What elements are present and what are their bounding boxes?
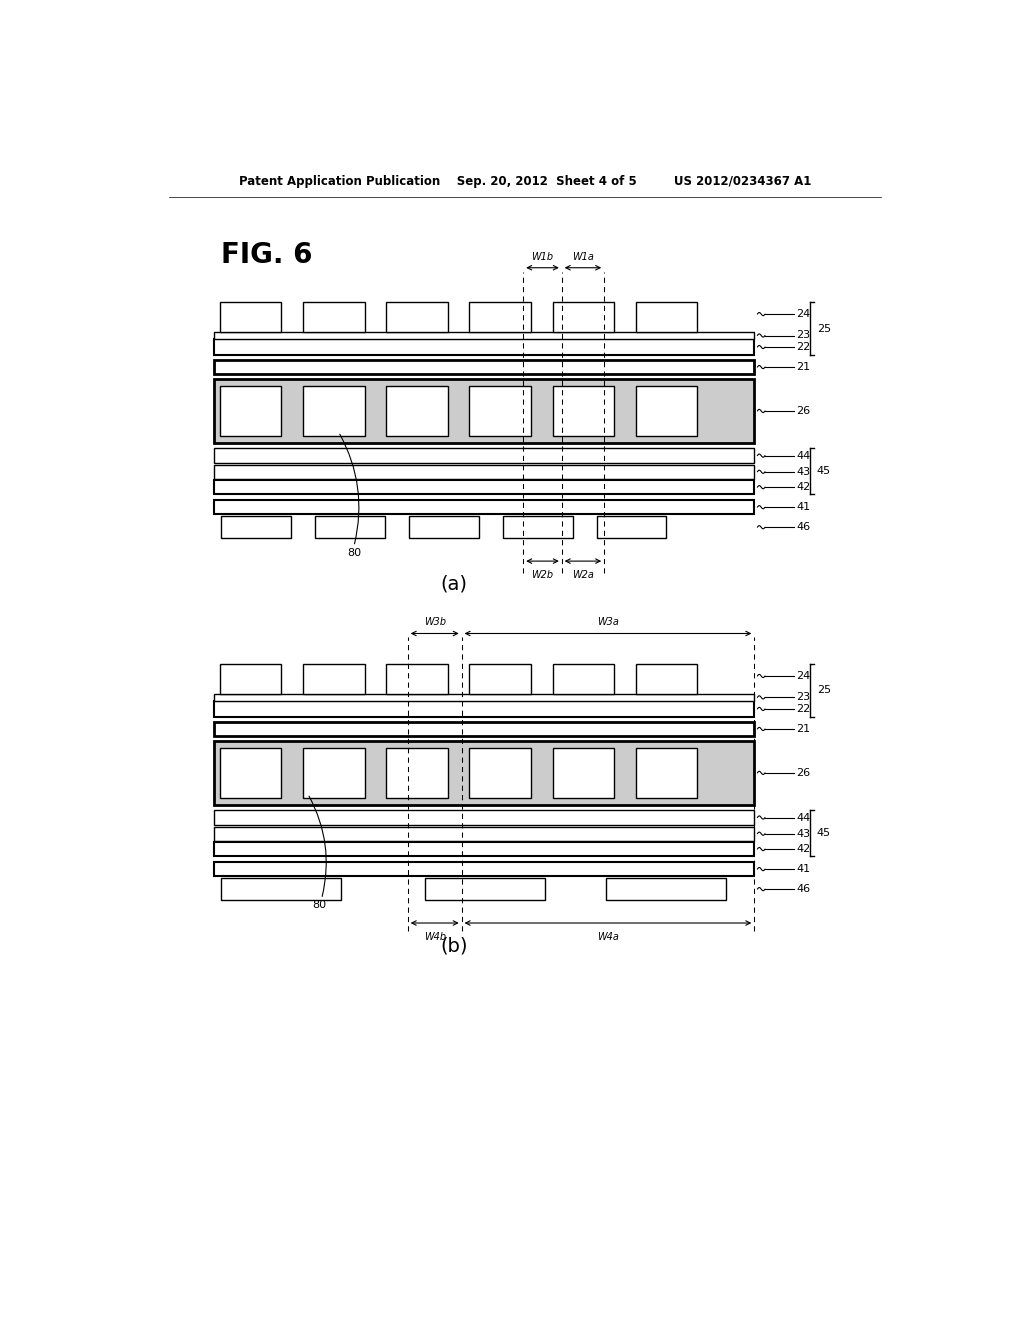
Bar — [214, 379, 755, 444]
Text: 41: 41 — [797, 502, 811, 512]
Bar — [386, 748, 447, 797]
Text: W3a: W3a — [597, 618, 618, 627]
Bar — [214, 810, 755, 825]
Bar — [636, 302, 697, 331]
Bar — [214, 465, 755, 479]
Bar — [214, 701, 755, 717]
Text: 21: 21 — [797, 362, 811, 372]
Bar — [214, 741, 755, 805]
Bar — [214, 360, 755, 374]
Bar — [214, 722, 755, 737]
Text: 44: 44 — [797, 450, 811, 461]
Bar — [220, 387, 282, 436]
Bar — [214, 826, 755, 841]
Bar — [503, 516, 572, 539]
Bar — [553, 387, 614, 436]
Text: 80: 80 — [347, 548, 360, 557]
Bar — [636, 387, 697, 436]
Bar — [636, 748, 697, 797]
Text: 24: 24 — [797, 671, 811, 681]
Text: 26: 26 — [797, 768, 811, 777]
Bar — [425, 878, 545, 900]
Text: W2b: W2b — [531, 570, 554, 581]
Text: 41: 41 — [797, 865, 811, 874]
Bar — [214, 447, 755, 463]
Bar — [214, 339, 755, 355]
Text: 45: 45 — [816, 466, 830, 477]
Text: 80: 80 — [312, 900, 327, 911]
Text: 43: 43 — [797, 829, 811, 838]
Bar — [214, 842, 755, 857]
Bar — [303, 302, 365, 331]
Bar — [597, 516, 667, 539]
Text: 42: 42 — [797, 482, 811, 492]
Bar — [469, 302, 531, 331]
Bar — [221, 516, 291, 539]
Bar — [469, 664, 531, 693]
Bar — [553, 302, 614, 331]
Bar — [303, 664, 365, 693]
Text: 21: 21 — [797, 723, 811, 734]
Bar — [606, 878, 726, 900]
Text: 25: 25 — [816, 685, 830, 696]
Bar — [214, 500, 755, 515]
Bar — [553, 664, 614, 693]
Bar — [303, 748, 365, 797]
Bar — [386, 387, 447, 436]
Bar — [214, 862, 755, 876]
Bar — [214, 480, 755, 494]
Bar — [469, 387, 531, 436]
Bar — [221, 878, 341, 900]
Text: 22: 22 — [797, 342, 811, 352]
Bar — [386, 302, 447, 331]
Bar — [410, 516, 478, 539]
Text: 25: 25 — [816, 323, 830, 334]
Bar — [220, 302, 282, 331]
Text: (b): (b) — [440, 937, 468, 956]
Text: 26: 26 — [797, 407, 811, 416]
Text: 44: 44 — [797, 813, 811, 822]
Text: 42: 42 — [797, 843, 811, 854]
Bar — [220, 748, 282, 797]
Text: W3b: W3b — [424, 618, 445, 627]
Text: 45: 45 — [816, 828, 830, 838]
Bar — [469, 748, 531, 797]
Text: W2a: W2a — [572, 570, 594, 581]
Text: (a): (a) — [440, 574, 468, 594]
Bar — [386, 664, 447, 693]
Bar — [220, 664, 282, 693]
Text: 24: 24 — [797, 309, 811, 319]
Text: W4a: W4a — [597, 932, 618, 942]
Text: W1a: W1a — [572, 252, 594, 261]
Text: 46: 46 — [797, 523, 811, 532]
Bar — [303, 387, 365, 436]
Text: 43: 43 — [797, 467, 811, 477]
Bar — [214, 693, 755, 701]
Text: FIG. 6: FIG. 6 — [221, 240, 313, 269]
Text: 23: 23 — [797, 693, 811, 702]
Text: 46: 46 — [797, 884, 811, 894]
Text: 23: 23 — [797, 330, 811, 341]
Text: W4b: W4b — [424, 932, 445, 942]
Bar — [315, 516, 385, 539]
Bar — [214, 331, 755, 339]
Bar — [553, 748, 614, 797]
Text: W1b: W1b — [531, 252, 554, 261]
Text: Patent Application Publication    Sep. 20, 2012  Sheet 4 of 5         US 2012/02: Patent Application Publication Sep. 20, … — [239, 176, 811, 187]
Text: 22: 22 — [797, 704, 811, 714]
Bar — [636, 664, 697, 693]
